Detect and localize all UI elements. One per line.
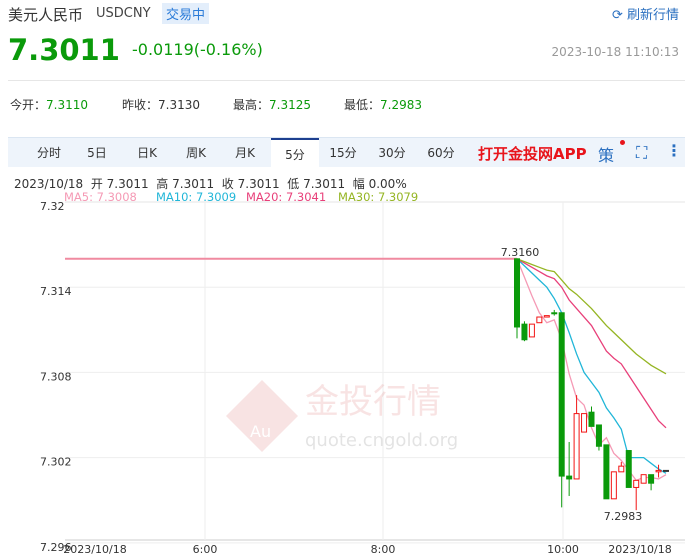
candle-info: 2023/10/18 开 7.3011 高 7.3011 收 7.3011 低 … (14, 177, 407, 191)
instrument-title: 美元人民币 (8, 6, 84, 24)
candle-body (655, 469, 662, 473)
x-tick-label: 8:00 (371, 543, 396, 556)
period-tabs: 分时 5日 日K 周K 月K 5分 15分 30分 60分 打开金投网APP 策… (8, 137, 685, 169)
candle-body (581, 413, 588, 433)
instrument-code: USDCNY (96, 6, 151, 21)
legend-ma20: MA20: 7.3041 (246, 190, 327, 204)
notification-dot (620, 140, 625, 145)
candle-body (648, 474, 655, 484)
x-tick-label: 10:00 (547, 543, 579, 556)
candle-body (514, 258, 520, 328)
refresh-button[interactable]: ⟳ 刷新行情 (612, 4, 679, 23)
tab-5day[interactable]: 5日 (87, 146, 107, 160)
current-price: 7.3011 (8, 33, 120, 67)
legend-ma10: MA10: 7.3009 (156, 190, 237, 204)
candle-body (618, 465, 625, 473)
refresh-label: 刷新行情 (626, 8, 679, 23)
x-tick-label: 2023/10/18 (608, 543, 671, 556)
low-annotation: 7.2983 (604, 510, 643, 523)
timestamp: 2023-10-18 11:10:13 (551, 45, 679, 59)
tab-15min[interactable]: 15分 (329, 146, 357, 160)
candle-body (625, 450, 632, 488)
status-badge: 交易中 (162, 3, 210, 24)
candle-body (588, 411, 595, 427)
ma-line-ma20 (516, 258, 667, 429)
high-annotation: 7.3160 (501, 246, 540, 259)
x-tick-label: 6:00 (193, 543, 218, 556)
candle-body (640, 474, 647, 484)
candle-body (595, 424, 602, 447)
y-tick-label: 7.308 (40, 370, 72, 383)
tab-5min[interactable]: 5分 (271, 138, 319, 169)
candle-body (528, 323, 535, 338)
y-tick-label: 7.32 (40, 200, 65, 213)
tab-60min[interactable]: 60分 (427, 146, 455, 160)
candle-body (603, 444, 610, 500)
y-tick-label: 7.314 (40, 285, 72, 298)
more-vertical-icon[interactable]: ⋮ (666, 141, 682, 160)
candle-body (633, 479, 640, 488)
open-app-link[interactable]: 打开金投网APP (478, 145, 587, 163)
candle-body (566, 475, 573, 480)
candle-body (536, 316, 543, 324)
ma-line-ma5 (516, 258, 667, 482)
divider (8, 80, 685, 81)
tab-daily[interactable]: 日K (137, 146, 157, 160)
ma-line-ma30 (516, 258, 667, 375)
x-tick-label: 2023/10/18 (63, 543, 126, 556)
refresh-icon: ⟳ (611, 8, 623, 23)
candle-body (573, 413, 580, 480)
tab-intraday[interactable]: 分时 (36, 146, 61, 160)
candle-body (521, 323, 528, 341)
watermark-au: Au (250, 422, 271, 441)
candle-body (543, 315, 550, 318)
watermark-url: quote.cngold.org (305, 430, 458, 451)
candle-body (558, 312, 565, 477)
price-change: -0.0119(-0.16%) (132, 40, 263, 59)
tab-30min[interactable]: 30分 (378, 146, 406, 160)
stat-low: 最低：7.2983 (344, 98, 423, 112)
candle-body (551, 312, 558, 315)
fullscreen-icon[interactable]: ⛶ (636, 143, 648, 162)
watermark-logo (226, 380, 298, 452)
candle-body (610, 471, 617, 500)
legend-ma30: MA30: 7.3079 (338, 190, 419, 204)
candle-body (663, 469, 669, 472)
watermark-brand: 金投行情 (305, 382, 441, 422)
stat-open: 今开：7.3110 (10, 98, 89, 112)
legend-ma5: MA5: 7.3008 (64, 190, 137, 204)
y-tick-label: 7.302 (40, 456, 72, 469)
strategy-button[interactable]: 策 (598, 146, 615, 165)
stat-high: 最高：7.3125 (233, 98, 312, 112)
ma-line-ma10 (516, 258, 667, 474)
tab-weekly[interactable]: 周K (186, 146, 206, 160)
tab-monthly[interactable]: 月K (235, 146, 255, 160)
watermark: 金投行情 quote.cngold.org Au (226, 380, 458, 452)
y-tick-label: 7.296 (40, 541, 72, 554)
stat-prev-close: 昨收：7.3130 (122, 98, 201, 112)
